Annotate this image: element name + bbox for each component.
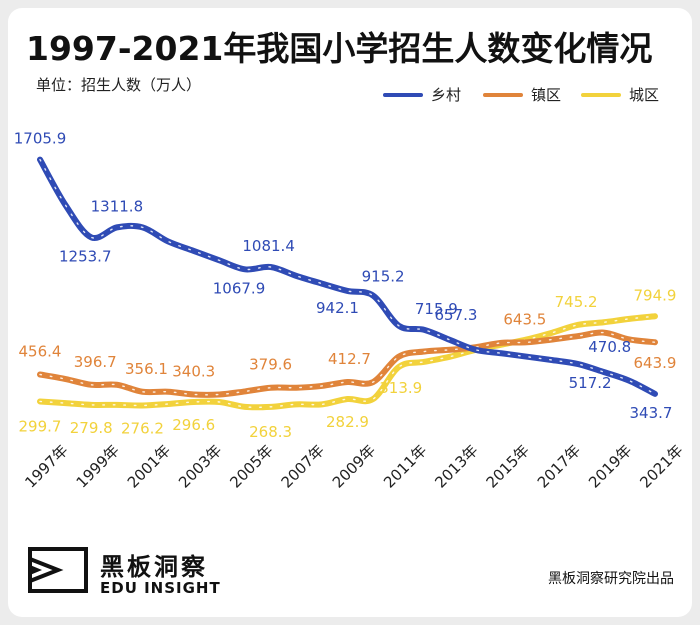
legend-label-town: 镇区 <box>531 86 562 104</box>
legend-swatch-urban <box>581 92 621 97</box>
data-label-town: 412.7 <box>328 350 371 368</box>
brand-name: 黑板洞察 <box>100 553 208 581</box>
data-label-rural: 1253.7 <box>59 247 112 265</box>
x-tick-label: 2005年 <box>226 441 276 491</box>
data-label-rural: 1311.8 <box>91 197 144 215</box>
data-label-town: 356.1 <box>125 360 168 378</box>
legend-swatch-rural <box>383 92 423 97</box>
data-label-rural: 517.2 <box>569 374 612 392</box>
data-label-rural: 915.2 <box>362 268 405 286</box>
x-tick-label: 2001年 <box>124 441 174 491</box>
data-label-urban: 794.9 <box>634 286 677 304</box>
x-tick-label: 2013年 <box>431 441 481 491</box>
data-label-rural: 343.7 <box>630 404 673 422</box>
data-label-urban: 276.2 <box>121 419 164 437</box>
data-label-town: 643.5 <box>503 310 546 328</box>
data-label-rural: 1067.9 <box>213 279 266 297</box>
x-tick-label: 2007年 <box>278 441 328 491</box>
legend-item-rural: 乡村 <box>383 84 461 105</box>
x-tick-label: 2021年 <box>636 441 686 491</box>
legend-item-urban: 城区 <box>581 84 659 105</box>
data-label-urban: 313.9 <box>379 379 422 397</box>
data-label-rural: 657.3 <box>435 306 478 324</box>
data-label-urban: 745.2 <box>555 293 598 311</box>
data-label-urban: 296.6 <box>172 416 215 434</box>
chart-title: 1997-2021年我国小学招生人数变化情况 <box>26 29 653 68</box>
x-tick-label: 2019年 <box>585 441 635 491</box>
legend: 乡村 镇区 城区 <box>383 84 683 106</box>
legend-swatch-town <box>483 92 523 97</box>
legend-label-rural: 乡村 <box>431 86 462 104</box>
data-label-town: 396.7 <box>74 353 117 371</box>
data-label-urban: 268.3 <box>249 423 292 441</box>
legend-item-town: 镇区 <box>483 84 561 105</box>
data-label-town: 379.6 <box>249 356 292 374</box>
data-label-urban: 299.7 <box>19 417 62 435</box>
x-tick-label: 2003年 <box>175 441 225 491</box>
x-tick-label: 1997年 <box>21 441 71 491</box>
series-line-urban <box>37 313 658 411</box>
data-label-town: 340.3 <box>172 362 215 380</box>
legend-label-urban: 城区 <box>629 86 660 104</box>
data-label-rural: 1081.4 <box>242 237 295 255</box>
data-label-urban: 282.9 <box>326 413 369 431</box>
x-tick-label: 1999年 <box>73 441 123 491</box>
x-tick-label: 2015年 <box>483 441 533 491</box>
brand-subtitle: EDU INSIGHT <box>100 579 221 597</box>
data-label-rural: 470.8 <box>588 338 631 356</box>
series-dots-rural <box>39 158 656 395</box>
unit-label: 单位：招生人数（万人） <box>36 76 202 94</box>
source-credit: 黑板洞察研究院出品 <box>548 571 674 587</box>
x-tick-label: 2017年 <box>534 441 584 491</box>
data-label-rural: 1705.9 <box>14 130 67 148</box>
chart-card <box>8 8 692 617</box>
data-label-town: 456.4 <box>19 342 62 360</box>
data-label-rural: 715.9 <box>415 300 458 318</box>
x-tick-label: 2009年 <box>329 441 379 491</box>
data-label-urban: 279.8 <box>70 419 113 437</box>
series-dots-town <box>39 331 656 396</box>
data-label-town: 643.9 <box>634 354 677 372</box>
data-label-rural: 942.1 <box>316 299 359 317</box>
x-tick-label: 2011年 <box>380 441 430 491</box>
brand-logo-icon <box>28 547 88 593</box>
brand-block: 黑板洞察 EDU INSIGHT <box>28 545 228 605</box>
